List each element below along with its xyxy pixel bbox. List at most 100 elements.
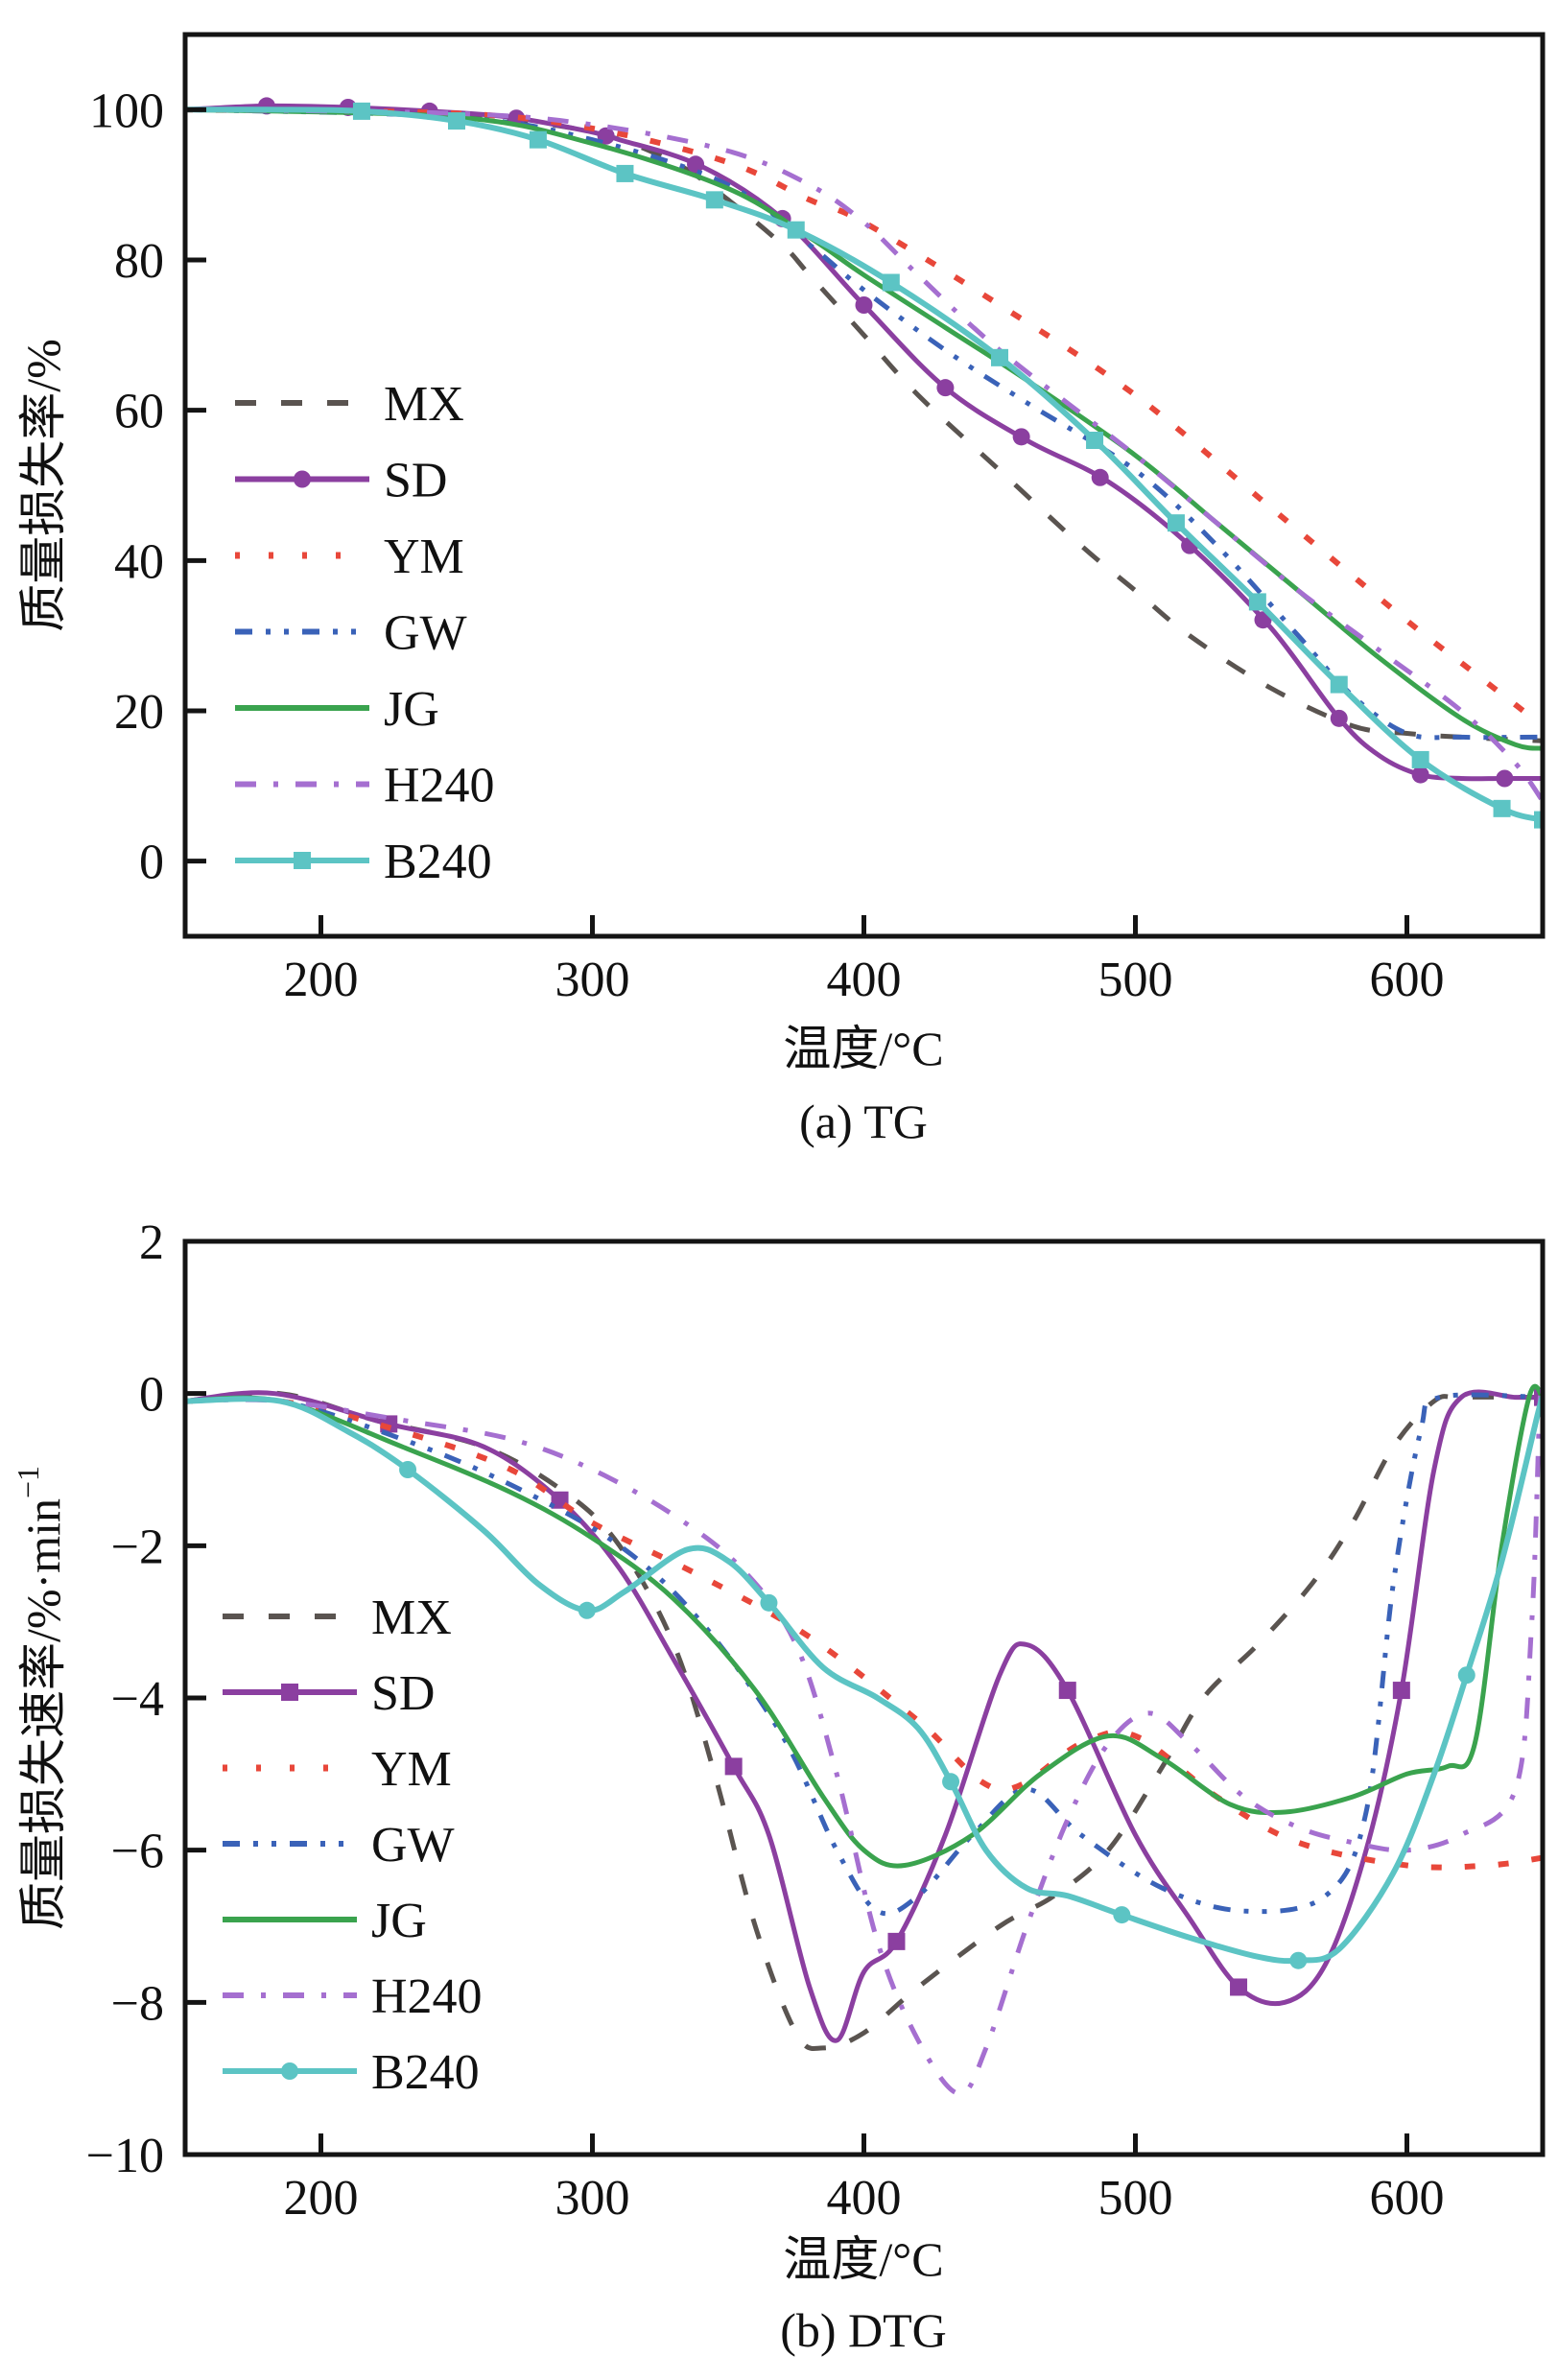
dtg-legend-item-h240: H240 <box>223 1969 483 2024</box>
tg-series-layer <box>185 97 1543 829</box>
tg-legend-item-b240: B240 <box>235 835 492 889</box>
tg-y-tick-label: 100 <box>89 83 164 138</box>
dtg-b240-marker <box>1289 1951 1308 1969</box>
dtg-b240-marker <box>942 1773 960 1791</box>
legend-label: MX <box>371 1591 452 1645</box>
tg-y-tick-label: 0 <box>139 836 164 890</box>
tg-y-axis-title: 质量损失率/% <box>16 339 70 632</box>
legend-label: JG <box>371 1894 427 1948</box>
dtg-chart: 200 300 400 500 600 2 0 −2 −4 −6 −8 −10 MX SD YM GW JG H… <box>11 1215 1546 2357</box>
dtg-series-layer <box>185 1380 1543 2096</box>
dtg-b240-marker <box>578 1601 596 1619</box>
dtg-plot-area <box>185 1380 1543 2096</box>
dtg-x-tick-label: 300 <box>555 2171 630 2226</box>
tg-sd-marker <box>1091 468 1109 486</box>
tg-legend: MX SD YM GW JG H240 B240 <box>235 377 495 889</box>
tg-b240-marker <box>1493 799 1511 817</box>
tg-b240-marker <box>448 112 465 130</box>
dtg-y-axis-title: 质量损失速率/%·min−1 <box>11 1466 70 1930</box>
dtg-legend-item-gw: GW <box>223 1818 455 1873</box>
tg-sd-marker <box>687 155 705 174</box>
legend-marker <box>281 1684 298 1701</box>
dtg-legend: MX SD YM GW JG H240 B240 <box>223 1591 483 2100</box>
tg-legend-item-h240: H240 <box>235 759 495 813</box>
dtg-caption: (b) DTG <box>780 2303 947 2357</box>
tg-legend-item-mx: MX <box>235 377 464 432</box>
tg-series-ym <box>185 106 1543 730</box>
dtg-y-tick-label: −10 <box>86 2129 164 2183</box>
dtg-ticks: 200 300 400 500 600 2 0 −2 −4 −6 −8 −10 <box>86 1215 1445 2226</box>
dtg-legend-item-ym: YM <box>223 1742 452 1797</box>
tg-b240-marker <box>705 191 723 209</box>
dtg-series-mx <box>185 1390 1543 2051</box>
dtg-y-tick-label: −6 <box>111 1825 164 1879</box>
tg-sd-marker <box>855 296 873 314</box>
dtg-x-axis-title: 温度/°C <box>783 2232 943 2286</box>
tg-b240-marker <box>1330 675 1348 694</box>
legend-label: JG <box>384 682 439 737</box>
dtg-y-tick-label: −4 <box>111 1672 164 1727</box>
tg-y-tick-label: 60 <box>114 385 164 439</box>
tg-sd-marker <box>1330 709 1348 727</box>
dtg-x-tick-label: 500 <box>1098 2171 1173 2226</box>
tg-x-tick-label: 600 <box>1370 953 1445 1007</box>
tg-legend-item-ym: YM <box>235 530 464 584</box>
dtg-b240-marker <box>1457 1666 1475 1685</box>
tg-chart: 200 300 400 500 600 0 20 40 60 80 100 MX SD YM GW JG H2… <box>16 32 1546 1148</box>
legend-label: SD <box>371 1666 435 1721</box>
tg-b240-marker <box>529 130 547 149</box>
tg-b240-marker <box>1534 811 1543 829</box>
legend-label: YM <box>371 1742 452 1797</box>
dtg-legend-item-sd: SD <box>223 1666 435 1721</box>
tg-caption: (a) TG <box>799 1095 928 1148</box>
dtg-sd-marker <box>1230 1978 1248 1996</box>
tg-sd-marker <box>1496 769 1514 788</box>
legend-marker <box>294 470 311 488</box>
tg-legend-item-gw: GW <box>235 606 467 661</box>
tg-x-axis-title: 温度/°C <box>783 1022 943 1075</box>
dtg-x-tick-label: 200 <box>284 2171 359 2226</box>
dtg-series-jg <box>185 1383 1543 1869</box>
legend-label: B240 <box>371 2045 480 2100</box>
tg-b240-marker <box>616 164 634 182</box>
dtg-y-axis-title-sup: −1 <box>11 1466 45 1498</box>
tg-sd-marker <box>936 379 955 397</box>
tg-b240-marker <box>1411 750 1429 768</box>
tg-ticks: 200 300 400 500 600 0 20 40 60 80 100 <box>89 83 1445 1007</box>
dtg-legend-item-b240: B240 <box>223 2045 480 2100</box>
dtg-legend-item-jg: JG <box>223 1894 427 1948</box>
legend-label: SD <box>384 454 447 508</box>
dtg-b240-marker <box>1113 1906 1131 1924</box>
legend-label: H240 <box>371 1969 483 2024</box>
legend-marker <box>281 2062 298 2080</box>
dtg-y-tick-label: −2 <box>111 1520 164 1574</box>
dtg-b240-marker <box>399 1461 417 1478</box>
tg-b240-marker <box>352 102 370 120</box>
legend-label: GW <box>371 1818 455 1873</box>
tg-x-tick-label: 500 <box>1098 953 1173 1007</box>
tg-sd-marker <box>1411 766 1429 784</box>
tg-x-tick-label: 300 <box>555 953 630 1007</box>
dtg-x-tick-label: 600 <box>1370 2171 1445 2226</box>
tg-b240-marker <box>991 348 1008 366</box>
dtg-b240-marker <box>760 1593 778 1612</box>
dtg-y-tick-label: −8 <box>111 1976 164 2031</box>
tg-plot-area <box>185 97 1543 829</box>
dtg-series-h240 <box>185 1380 1543 2096</box>
tg-x-tick-label: 400 <box>827 953 902 1007</box>
dtg-series-ym <box>185 1396 1543 1871</box>
tg-y-tick-label: 80 <box>114 234 164 289</box>
dtg-sd-marker <box>724 1757 743 1776</box>
legend-label: B240 <box>384 835 492 889</box>
tg-b240-marker <box>882 273 900 292</box>
tg-b240-marker <box>1248 593 1266 611</box>
dtg-sd-marker <box>887 1932 906 1950</box>
dtg-y-tick-label: 2 <box>139 1215 164 1270</box>
tg-x-tick-label: 200 <box>284 953 359 1007</box>
tg-b240-marker <box>787 221 805 239</box>
legend-marker <box>294 852 311 869</box>
tg-y-tick-label: 40 <box>114 534 164 589</box>
legend-label: MX <box>384 377 464 432</box>
dtg-legend-item-mx: MX <box>223 1591 452 1645</box>
